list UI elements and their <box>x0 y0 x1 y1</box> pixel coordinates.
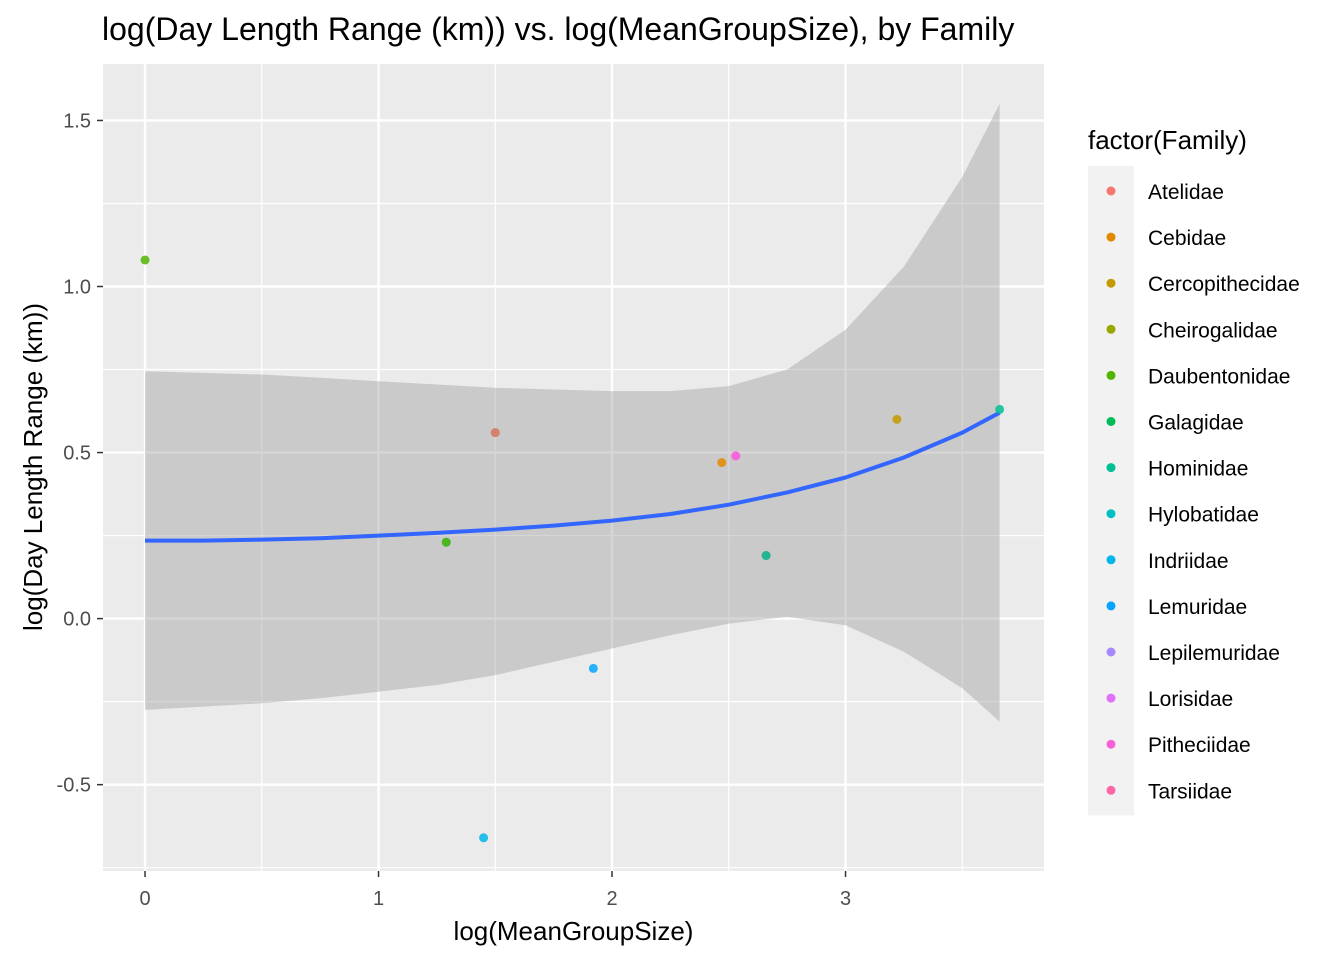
legend-key-point <box>1106 693 1116 703</box>
legend-key-point <box>1106 601 1116 611</box>
legend-key-point <box>1106 509 1116 519</box>
x-axis-title: log(MeanGroupSize) <box>454 916 694 946</box>
confidence-band <box>145 103 1000 722</box>
plot-panel <box>103 64 1044 871</box>
legend-key-background <box>1088 166 1134 816</box>
x-tick-label: 2 <box>606 888 617 910</box>
data-point <box>588 663 598 673</box>
data-point <box>479 833 489 843</box>
legend-label: Hominidae <box>1148 458 1248 481</box>
legend-key-point <box>1106 647 1116 657</box>
legend-key-point <box>1106 278 1116 288</box>
legend-title: factor(Family) <box>1088 125 1247 155</box>
data-point <box>731 451 741 461</box>
legend-key-point <box>1106 739 1116 749</box>
minor-grid <box>103 64 1044 871</box>
legend-key-point <box>1106 232 1116 242</box>
confidence-band-layer <box>145 103 1000 722</box>
x-tick-label: 0 <box>139 888 150 910</box>
y-tick-label: -0.5 <box>57 775 91 797</box>
data-point <box>761 551 771 561</box>
y-axis: -0.5 0.0 0.5 1.0 1.5 <box>57 110 103 797</box>
y-tick-label: 0.5 <box>63 443 91 465</box>
legend-key-point <box>1106 785 1116 795</box>
data-point <box>441 537 451 547</box>
legend: Atelidae Cebidae Cercopithecidae Cheirogali… <box>1088 166 1300 816</box>
y-tick-label: 1.5 <box>63 110 91 132</box>
y-axis-title: log(Day Length Range (km)) <box>18 303 48 631</box>
chart-title: log(Day Length Range (km)) vs. log(MeanG… <box>102 11 1014 47</box>
x-tick-label: 3 <box>840 888 851 910</box>
x-tick-label: 1 <box>373 888 384 910</box>
legend-label: Cercopithecidae <box>1148 273 1300 296</box>
legend-key-point <box>1106 463 1116 473</box>
points-layer <box>140 255 1005 843</box>
legend-key-point <box>1106 186 1116 196</box>
legend-label: Tarsiidae <box>1148 780 1232 803</box>
legend-label: Hylobatidae <box>1148 504 1259 527</box>
legend-label: Lorisidae <box>1148 688 1233 711</box>
data-point <box>892 414 902 424</box>
data-point <box>490 428 500 438</box>
data-point <box>717 458 727 468</box>
legend-key-point <box>1106 324 1116 334</box>
data-point <box>995 404 1005 414</box>
legend-key-point <box>1106 370 1116 380</box>
legend-label: Daubentonidae <box>1148 365 1290 388</box>
major-grid <box>103 64 1044 871</box>
data-point <box>140 255 150 265</box>
legend-label: Cebidae <box>1148 227 1226 250</box>
smooth-line <box>145 410 1001 543</box>
y-tick-label: 1.0 <box>63 277 91 299</box>
legend-label: Atelidae <box>1148 181 1224 204</box>
legend-label: Indriidae <box>1148 550 1229 573</box>
legend-label: Galagidae <box>1148 412 1244 435</box>
x-axis: 0 1 2 3 <box>139 871 851 910</box>
legend-key-point <box>1106 417 1116 426</box>
legend-label: Lepilemuridae <box>1148 642 1280 665</box>
legend-label: Pitheciidae <box>1148 734 1251 757</box>
y-tick-label: 0.0 <box>63 609 91 631</box>
smooth-line-layer <box>145 410 1001 543</box>
legend-key-point <box>1106 555 1116 565</box>
legend-label: Cheirogalidae <box>1148 319 1278 342</box>
legend-label: Lemuridae <box>1148 596 1247 619</box>
